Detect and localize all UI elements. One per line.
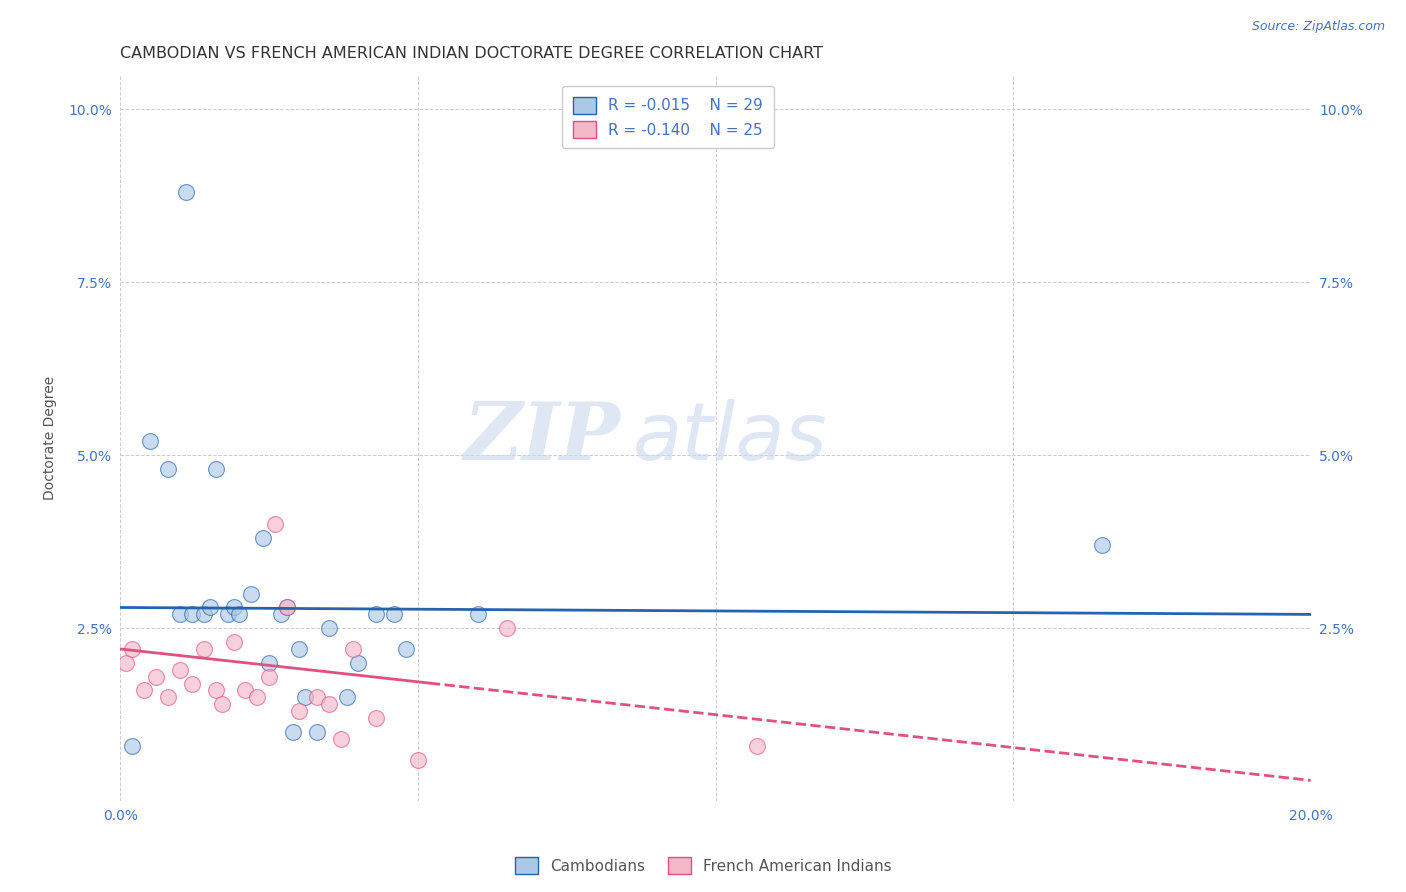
Point [235, 683, 257, 698]
Point [180, 607, 202, 622]
Point [115, 656, 138, 670]
Text: CAMBODIAN VS FRENCH AMERICAN INDIAN DOCTORATE DEGREE CORRELATION CHART: CAMBODIAN VS FRENCH AMERICAN INDIAN DOCT… [121, 46, 824, 62]
Point [246, 690, 269, 705]
Point [222, 600, 245, 615]
Y-axis label: Doctorate Degree: Doctorate Degree [44, 376, 58, 500]
Point [318, 621, 340, 635]
Legend: R = -0.015    N = 29, R = -0.140    N = 25: R = -0.015 N = 29, R = -0.140 N = 25 [562, 87, 773, 148]
Point [121, 642, 143, 657]
Point [276, 600, 298, 615]
Point [382, 607, 405, 622]
Point [257, 670, 280, 684]
Point [342, 642, 364, 657]
Point [139, 434, 162, 449]
Point [329, 731, 352, 746]
Text: Source: ZipAtlas.com: Source: ZipAtlas.com [1251, 20, 1385, 33]
Point [222, 635, 245, 649]
Point [134, 683, 156, 698]
Point [169, 663, 191, 677]
Point [169, 607, 191, 622]
Point [240, 587, 263, 601]
Point [121, 739, 143, 753]
Point [318, 698, 340, 712]
Point [257, 656, 280, 670]
Point [145, 670, 167, 684]
Point [1091, 538, 1114, 552]
Point [157, 462, 180, 476]
Point [366, 607, 388, 622]
Point [347, 656, 370, 670]
Point [174, 186, 197, 200]
Point [281, 725, 304, 739]
Point [157, 690, 180, 705]
Point [395, 642, 418, 657]
Legend: Cambodians, French American Indians: Cambodians, French American Indians [509, 851, 897, 880]
Point [406, 753, 429, 767]
Point [288, 704, 311, 718]
Point [217, 607, 239, 622]
Point [228, 607, 250, 622]
Point [180, 676, 202, 690]
Point [467, 607, 489, 622]
Point [366, 711, 388, 725]
Point [252, 531, 274, 545]
Point [198, 600, 221, 615]
Point [264, 517, 287, 532]
Point [270, 607, 292, 622]
Point [204, 683, 226, 698]
Point [305, 725, 328, 739]
Point [336, 690, 359, 705]
Point [747, 739, 769, 753]
Point [496, 621, 519, 635]
Point [288, 642, 311, 657]
Point [294, 690, 316, 705]
Point [204, 462, 226, 476]
Point [305, 690, 328, 705]
Point [193, 642, 215, 657]
Text: ZIP: ZIP [464, 400, 620, 476]
Point [276, 600, 298, 615]
Text: atlas: atlas [633, 399, 827, 477]
Point [211, 698, 233, 712]
Point [193, 607, 215, 622]
